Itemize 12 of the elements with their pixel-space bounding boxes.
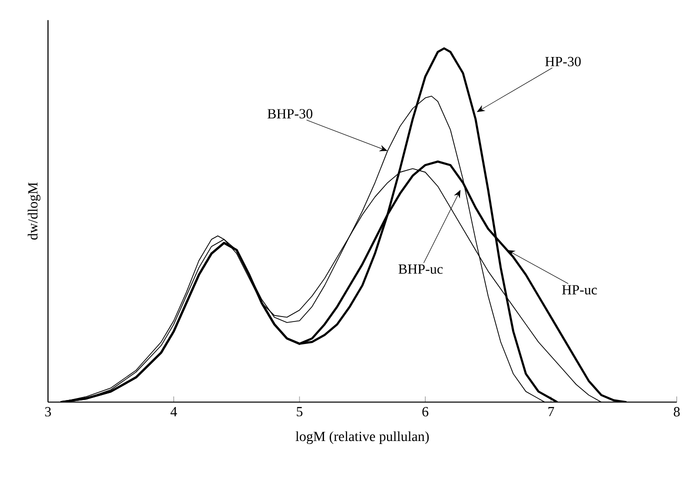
y-axis-title: dw/dlogM xyxy=(28,182,40,240)
annotation: BHP-uc xyxy=(398,264,443,274)
x-tick-label: 3 xyxy=(45,407,51,416)
x-tick-label: 5 xyxy=(296,407,302,416)
annotation: BHP-30 xyxy=(268,109,312,118)
annotation: HP-30 xyxy=(545,56,581,66)
x-axis-title: logM (relative pullulan) xyxy=(296,431,429,444)
annotation: HP-uc xyxy=(562,285,597,295)
x-tick-label: 6 xyxy=(422,407,428,416)
x-tick-label: 4 xyxy=(170,407,178,416)
x-tick-label: 8 xyxy=(674,407,680,416)
x-tick-label: 7 xyxy=(548,407,554,416)
